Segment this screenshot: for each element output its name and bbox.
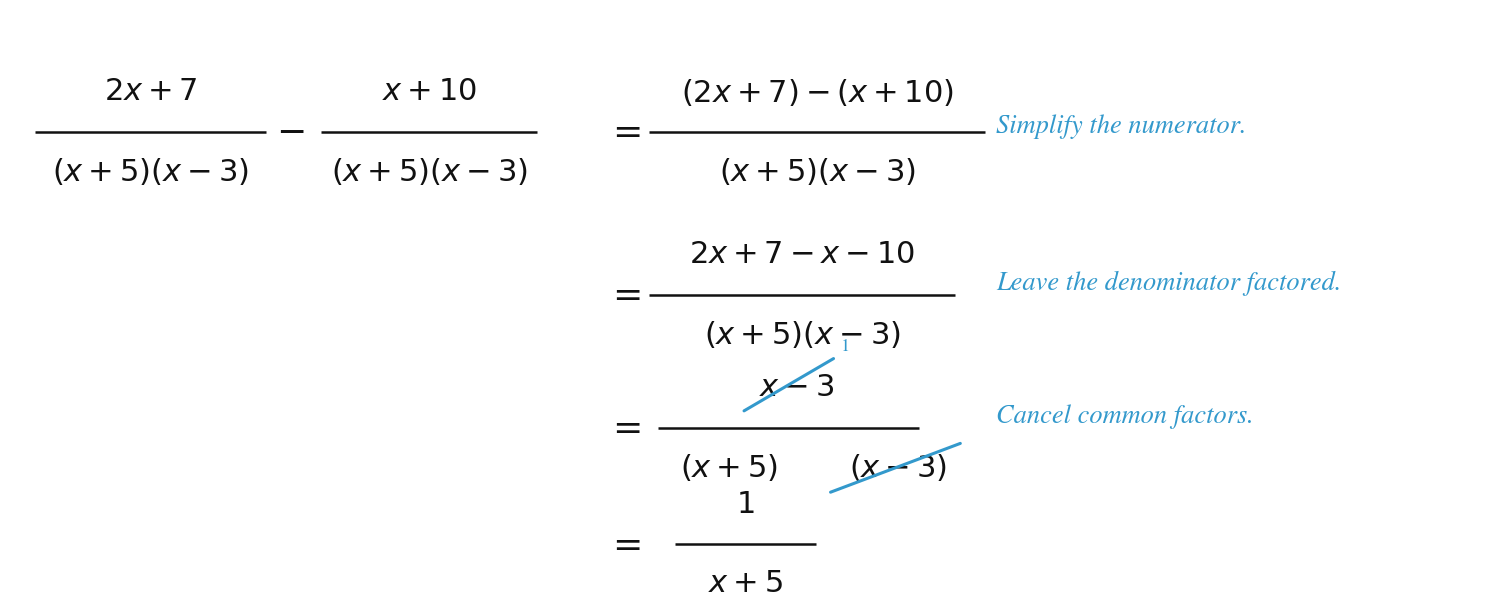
Text: Cancel common factors.: Cancel common factors. [996, 405, 1254, 429]
Text: $(x+5)(x-3)$: $(x+5)(x-3)$ [704, 318, 900, 350]
Text: $(x+5)(x-3)$: $(x+5)(x-3)$ [718, 156, 915, 187]
Text: Leave the denominator factored.: Leave the denominator factored. [996, 270, 1341, 296]
Text: Simplify the numerator.: Simplify the numerator. [996, 114, 1246, 138]
Text: $=$: $=$ [606, 527, 640, 562]
Text: $=$: $=$ [606, 115, 640, 149]
Text: $(x+5)$: $(x+5)$ [680, 452, 778, 483]
Text: $x-3$: $x-3$ [759, 375, 834, 402]
Text: $(x-3)$: $(x-3)$ [849, 452, 946, 483]
Text: $=$: $=$ [606, 278, 640, 312]
Text: $(x+5)(x-3)$: $(x+5)(x-3)$ [53, 156, 249, 187]
Text: $1$: $1$ [736, 491, 754, 518]
Text: $(x+5)(x-3)$: $(x+5)(x-3)$ [332, 156, 528, 187]
Text: $x+10$: $x+10$ [382, 79, 477, 106]
Text: $x+5$: $x+5$ [708, 571, 783, 598]
Text: 1: 1 [842, 339, 850, 355]
Text: $-$: $-$ [276, 115, 304, 149]
Text: $(2x+7)-(x+10)$: $(2x+7)-(x+10)$ [681, 77, 954, 108]
Text: $=$: $=$ [606, 411, 640, 445]
Text: $2x+7-x-10$: $2x+7-x-10$ [688, 241, 915, 268]
Text: $2x+7$: $2x+7$ [104, 79, 196, 106]
